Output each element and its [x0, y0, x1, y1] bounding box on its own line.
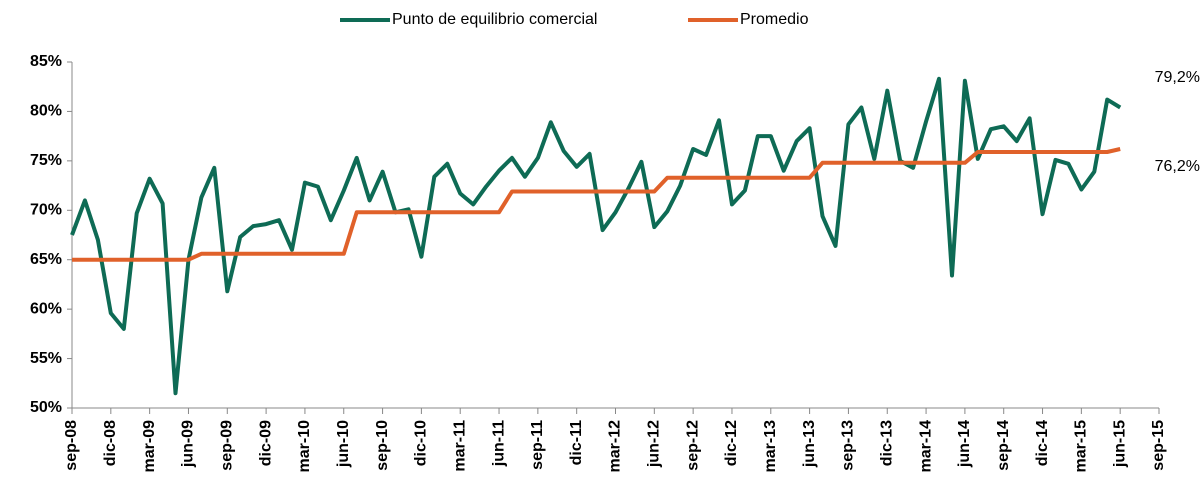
y-tick-label: 60% — [30, 300, 62, 317]
series-line — [70, 76, 1122, 396]
x-tick-label: mar-14 — [917, 420, 934, 473]
x-tick-label: jun-14 — [956, 420, 973, 468]
y-tick-label: 50% — [30, 399, 62, 416]
x-tick-label: dic-12 — [723, 420, 740, 466]
x-tick-label: mar-13 — [762, 420, 779, 473]
x-tick-label: dic-08 — [102, 420, 119, 466]
x-tick-label: sep-11 — [529, 420, 546, 470]
x-tick-label: jun-09 — [180, 420, 197, 468]
legend-label: Punto de equilibrio comercial — [392, 11, 597, 28]
x-tick-label: sep-09 — [219, 420, 236, 471]
x-tick-label: dic-13 — [878, 420, 895, 466]
x-tick-label: mar-15 — [1073, 420, 1090, 473]
x-tick-label: jun-15 — [1111, 420, 1128, 468]
x-tick-label: jun-10 — [335, 420, 352, 468]
x-tick-label: sep-08 — [63, 420, 80, 471]
x-tick-label: jun-13 — [801, 420, 818, 468]
x-tick-label: jun-12 — [646, 420, 663, 468]
series-line — [72, 147, 1121, 262]
x-tick-label: dic-10 — [413, 420, 430, 466]
x-tick-label: dic-09 — [257, 420, 274, 466]
x-tick-label: dic-11 — [568, 420, 585, 465]
y-tick-label: 70% — [30, 202, 62, 219]
x-tick-label: mar-12 — [607, 420, 624, 473]
x-tick-label: sep-10 — [374, 420, 391, 471]
x-tick-label: mar-09 — [141, 420, 158, 473]
y-tick-label: 75% — [30, 152, 62, 169]
x-tick-label: mar-10 — [296, 420, 313, 473]
x-tick-label: sep-14 — [995, 420, 1012, 471]
x-tick-label: jun-11 — [490, 420, 507, 467]
annotation: 76,2% — [1155, 158, 1200, 175]
x-tick-label: mar-11 — [451, 420, 468, 472]
x-tick-label: sep-15 — [1150, 420, 1167, 471]
y-tick-label: 85% — [30, 53, 62, 70]
x-tick-label: sep-13 — [840, 420, 857, 471]
legend-label: Promedio — [740, 11, 809, 28]
x-tick-label: dic-14 — [1034, 420, 1051, 466]
y-tick-label: 65% — [30, 251, 62, 268]
annotation: 79,2% — [1155, 69, 1200, 86]
y-tick-label: 80% — [30, 103, 62, 120]
y-tick-label: 55% — [30, 350, 62, 367]
x-tick-label: sep-12 — [684, 420, 701, 471]
